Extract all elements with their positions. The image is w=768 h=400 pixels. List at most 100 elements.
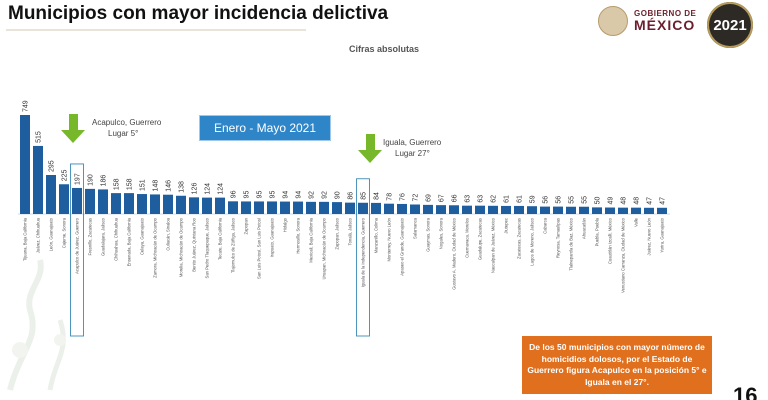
bar <box>371 202 381 214</box>
bar <box>566 206 576 214</box>
bar-value-label: 78 <box>387 193 394 201</box>
bar-value-label: 48 <box>634 197 641 205</box>
year-emblem-text: 2021 <box>713 16 747 34</box>
bar-value-label: 126 <box>192 183 199 195</box>
bar-value-label: 225 <box>62 169 69 181</box>
period-label: Enero - Mayo 2021 <box>199 115 331 141</box>
bar <box>345 202 355 214</box>
bar-value-label: 86 <box>348 192 355 200</box>
category-label: Guadalajara, Jalisco <box>101 217 106 256</box>
category-label: Venustiano Carranza, Ciudad de México <box>621 217 626 293</box>
bar-value-label: 124 <box>205 183 212 195</box>
page-number: 16 <box>733 383 758 400</box>
bar-value-label: 186 <box>101 175 108 187</box>
bar-value-label: 59 <box>530 195 537 203</box>
category-label: Salamanca <box>413 217 418 239</box>
bar <box>475 205 485 214</box>
bar <box>605 207 615 214</box>
category-label: Yurira, Guanajuato <box>660 217 665 253</box>
category-label: Guadalupe, Zacatecas <box>478 218 483 260</box>
bar-value-label: 56 <box>543 196 550 204</box>
category-label: Zapopan <box>244 217 249 234</box>
bar-value-label: 72 <box>413 194 420 202</box>
bar <box>124 193 134 214</box>
highlight-box <box>356 178 370 337</box>
bar <box>540 206 550 214</box>
bar <box>631 207 641 214</box>
bar-value-label: 55 <box>582 196 589 204</box>
bar-value-label: 92 <box>322 191 329 199</box>
category-label: Gustavo A. Madero, Ciudad de México <box>452 217 457 289</box>
bar <box>176 195 186 214</box>
category-label: Cuautitlán Izcalli, México <box>608 217 613 264</box>
category-label: Cuernavaca, Morelos <box>465 218 470 258</box>
bar-value-label: 56 <box>556 196 563 204</box>
category-label: Zamora, Michoacán de Ocampo <box>153 217 158 277</box>
bar-value-label: 749 <box>23 100 30 112</box>
logo-text: GOBIERNO DE MÉXICO <box>634 9 697 33</box>
bar <box>501 205 511 214</box>
category-label: Iguala de la Independencia, Guerrero <box>361 217 366 287</box>
bar-value-label: 61 <box>517 195 524 203</box>
category-label: Irapuato, Guanajuato <box>270 217 275 257</box>
bar <box>189 197 199 214</box>
bar-value-label: 95 <box>257 191 264 199</box>
category-label: Reynosa, Tamaulipas <box>556 218 561 258</box>
bar-value-label: 62 <box>491 195 498 203</box>
bar-value-label: 50 <box>595 196 602 204</box>
category-label: Cajeme, Sonora <box>62 217 67 248</box>
category-label: Valle <box>634 217 639 227</box>
bar-value-label: 69 <box>426 194 433 202</box>
category-label: Nogales, Sonora <box>439 217 444 249</box>
bar-value-label: 158 <box>114 178 121 190</box>
bar-value-label: 94 <box>296 191 303 199</box>
bar-value-label: 90 <box>335 191 342 199</box>
bar-value-label: 124 <box>218 183 225 195</box>
category-label: Monterrey, Nuevo León <box>387 217 392 261</box>
bar-value-label: 84 <box>374 192 381 200</box>
logo-line1: GOBIERNO DE <box>634 9 697 18</box>
acapulco-annotation-line1: Acapulco, Guerrero <box>92 118 162 127</box>
background-watermark <box>0 230 90 400</box>
category-label: Jiutepec <box>504 218 509 234</box>
category-label: Cabarca <box>543 217 548 233</box>
category-label: Ensenada, Baja California <box>127 217 132 266</box>
bar <box>384 203 394 214</box>
bar-value-label: 66 <box>452 194 459 202</box>
bar <box>293 201 303 214</box>
bar-value-label: 151 <box>140 179 147 191</box>
bar <box>423 204 433 214</box>
bar <box>33 145 43 214</box>
bar <box>514 205 524 214</box>
iguala-annotation-line2: Lugar 27° <box>395 149 430 158</box>
bar-value-label: 158 <box>127 178 134 190</box>
bar-value-label: 95 <box>270 191 277 199</box>
bar <box>280 201 290 214</box>
category-label: Tonalá, Jalisco <box>348 217 353 245</box>
bar-value-label: 85 <box>361 192 368 200</box>
bar <box>98 189 108 214</box>
category-label: Lagos de Moreno, Jalisco <box>530 217 535 265</box>
bar <box>241 201 251 214</box>
bar <box>163 194 173 214</box>
highlight-box <box>70 163 84 337</box>
category-label: Celaya, Guanajuato <box>140 217 145 255</box>
bar-value-label: 47 <box>647 197 654 205</box>
category-label: Juárez, Chihuahua <box>36 217 41 253</box>
bar <box>592 207 602 214</box>
note-text: De los 50 municipios con mayor número de… <box>527 342 707 387</box>
bar-value-label: 48 <box>621 197 628 205</box>
category-label: San Luis Potosí, San Luis Potosí <box>257 217 262 279</box>
category-label: Tijuana, Baja California <box>23 217 28 261</box>
bar-value-label: 96 <box>231 190 238 198</box>
government-logo: GOBIERNO DE MÉXICO <box>598 6 696 36</box>
bar-value-label: 138 <box>179 181 186 193</box>
bar <box>488 205 498 214</box>
acapulco-annotation-line2: Lugar 5° <box>108 129 139 138</box>
bar-value-label: 197 <box>75 173 82 185</box>
bar <box>228 201 238 214</box>
bar-value-label: 47 <box>660 197 667 205</box>
bar-value-label: 63 <box>465 195 472 203</box>
coat-of-arms-icon <box>598 6 628 36</box>
bar <box>72 187 82 214</box>
